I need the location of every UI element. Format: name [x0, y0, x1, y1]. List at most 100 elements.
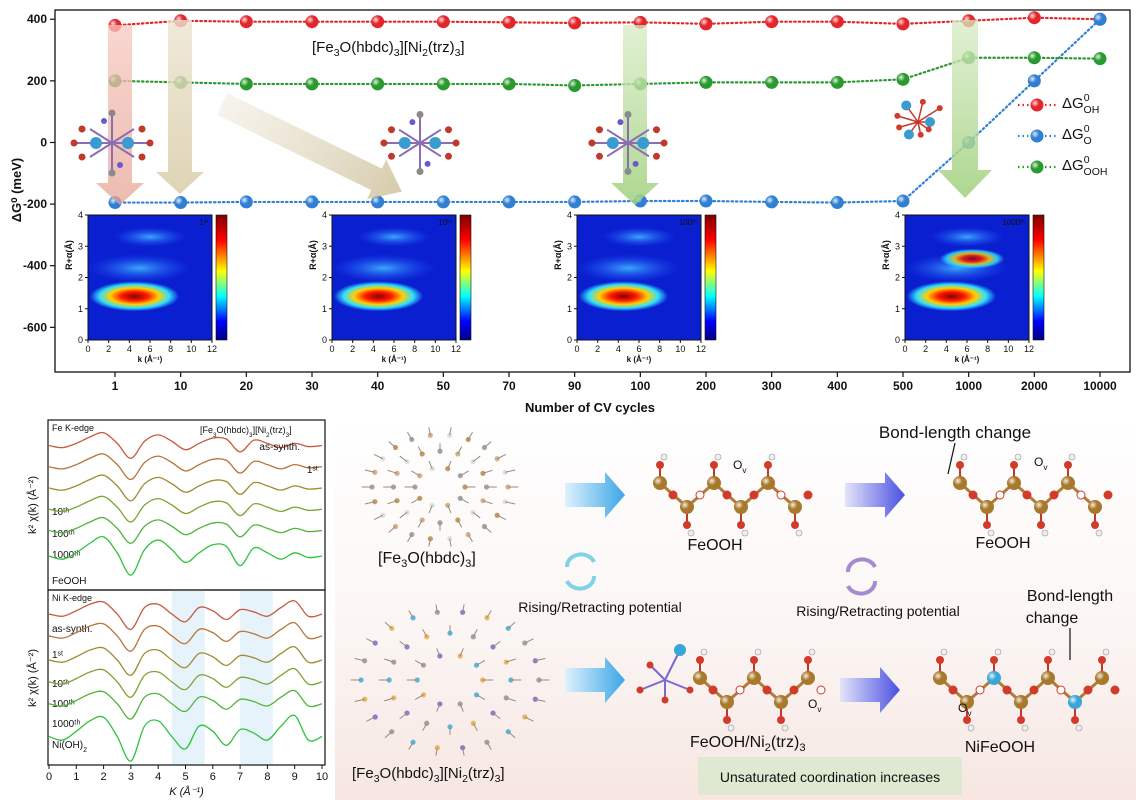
marker-shine: [1030, 160, 1044, 174]
bond: [399, 640, 408, 648]
label-text: 1ˢᵗ: [52, 650, 63, 661]
atom: [894, 112, 901, 119]
label-text: Ni(OH): [52, 740, 83, 751]
chain-structure: [653, 453, 813, 537]
molecule: [70, 109, 154, 177]
bond: [398, 128, 421, 144]
oxygen: [936, 656, 944, 664]
inset-label: 1000ᵗʰ: [1002, 218, 1025, 227]
inset-y-tick-label: 4: [895, 210, 900, 220]
x-tick-label: 0: [46, 771, 52, 783]
bond: [419, 142, 442, 158]
inset-x-tick-label: 12: [696, 344, 706, 354]
oxygen: [995, 490, 1005, 500]
formula-text: [Fe: [352, 765, 374, 782]
oxygen: [804, 656, 812, 664]
inset-x-tick-label: 2: [350, 344, 355, 354]
marker-shine: [1093, 12, 1107, 26]
oxygen: [990, 656, 998, 664]
x-tick-label: 1000: [955, 379, 982, 393]
oxygen: [735, 685, 745, 695]
bond: [449, 427, 452, 436]
formula-text: O: [958, 701, 967, 715]
marker-shine: [568, 195, 582, 209]
bond: [486, 610, 492, 619]
metal-shine: [933, 671, 947, 685]
bond: [89, 128, 113, 144]
subscript: 3: [401, 558, 407, 570]
metal-shine: [1034, 500, 1048, 514]
inset-y-tick-label: 2: [895, 273, 900, 283]
inset-y-tick-label: 4: [322, 210, 327, 220]
atom: [936, 105, 943, 112]
marker-shine: [1027, 11, 1041, 25]
oxygen: [750, 656, 758, 664]
cycle-icon: [846, 557, 877, 573]
series-label: 1ˢᵗ: [52, 650, 63, 661]
bond: [535, 657, 546, 662]
marker-shine: [239, 15, 253, 29]
bond: [459, 648, 464, 657]
atom: [646, 661, 654, 669]
label-sub: O: [1084, 135, 1092, 147]
inset-y-label: R+α(Å): [64, 240, 74, 270]
formula-text: ][Ni: [440, 765, 463, 782]
arrow: [96, 25, 144, 205]
molecule: [380, 111, 460, 175]
spectrum-line: [48, 516, 323, 544]
bond: [422, 629, 428, 637]
oxygen: [1049, 490, 1059, 500]
atom: [686, 686, 694, 694]
plot-frame: [54, 9, 1131, 373]
marker-shine: [1027, 51, 1041, 65]
metal-shine: [801, 671, 815, 685]
bond: [505, 501, 516, 505]
y-axis-label: k² χ(k) (Å⁻²): [26, 476, 39, 534]
inset-x-tick-label: 6: [636, 344, 641, 354]
arrow: [216, 93, 402, 200]
atom: [484, 615, 490, 621]
hydrogen: [1021, 724, 1029, 732]
bond: [484, 441, 492, 448]
inset-x-tick-label: 6: [964, 344, 969, 354]
bond: [476, 660, 486, 666]
subscript: 3: [455, 47, 461, 59]
inset-x-tick-label: 8: [412, 344, 417, 354]
hydrogen: [687, 529, 695, 537]
bond: [897, 115, 919, 123]
inset-x-tick-label: 10: [186, 344, 196, 354]
vacancy-label: Ov: [1034, 455, 1048, 472]
atom: [636, 686, 644, 694]
x-tick-label: 50: [437, 379, 451, 393]
bond: [496, 453, 507, 460]
atom: [416, 168, 424, 175]
oxygen: [762, 685, 772, 695]
marker-shine: [305, 15, 319, 29]
series-label: as-synth.: [259, 442, 300, 453]
pointer: [947, 442, 956, 475]
heatmap-glow: [356, 226, 432, 247]
x-tick-label: 1: [112, 379, 119, 393]
oxygen: [723, 716, 731, 724]
atom: [410, 615, 416, 621]
hydrogen: [660, 453, 668, 461]
heatmap-glow: [331, 254, 436, 283]
bond-label: Bond-length change: [879, 423, 1031, 442]
inset-x-label: k (Å⁻¹): [955, 355, 980, 364]
spectrum-line: [48, 495, 323, 523]
oxygen: [789, 685, 799, 695]
bond: [447, 505, 452, 514]
inset-y-tick-label: 2: [567, 273, 572, 283]
ni-trz-complex: [636, 644, 694, 704]
inset-x-tick-label: 2: [923, 344, 928, 354]
inset-y-label: R+α(Å): [881, 240, 891, 270]
shaded-region: [171, 590, 205, 765]
spectrum-line: [48, 621, 323, 652]
heatmap-glow: [601, 226, 677, 247]
inset-label: 1ˢᵗ: [199, 218, 208, 227]
atom: [434, 609, 440, 615]
bond: [111, 128, 135, 144]
subscript: 3: [434, 773, 440, 785]
marker-shine: [765, 195, 779, 209]
